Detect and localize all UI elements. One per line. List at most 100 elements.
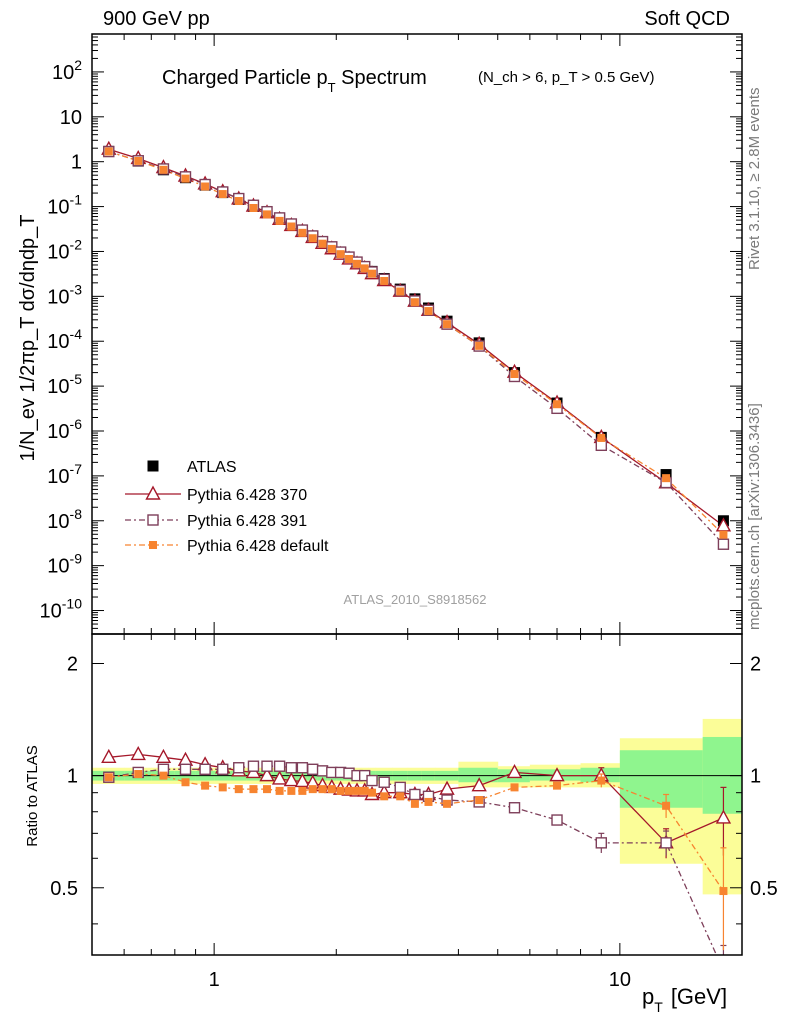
ratio-y-tick-label-right: 2 <box>750 653 761 675</box>
ratio-point-Pythia-6-428-391 <box>179 763 192 775</box>
ratio-point-Pythia-6-428-391 <box>285 762 298 774</box>
header-left: 900 GeV pp <box>103 8 210 30</box>
ratio-point-Pythia-6-428-370 <box>155 748 172 764</box>
main-point-Pythia-6-428-default <box>380 276 389 285</box>
ratio-point-Pythia-6-428-391 <box>660 837 672 849</box>
ratio-point-Pythia-6-428-391 <box>316 765 329 777</box>
ratio-point-Pythia-6-428-default <box>298 786 307 795</box>
y-tick-label: 10-3 <box>47 281 82 308</box>
main-point-Pythia-6-428-default <box>201 182 210 191</box>
ratio-point-Pythia-6-428-391 <box>394 781 406 794</box>
ratio-point-Pythia-6-428-370 <box>259 767 275 782</box>
ratio-point-Pythia-6-428-default <box>424 797 433 806</box>
ratio-point-Pythia-6-428-default <box>275 786 284 795</box>
ratio-point-Pythia-6-428-default <box>336 786 345 795</box>
main-point-Pythia-6-428-default <box>410 298 419 307</box>
legend-marker <box>147 514 159 526</box>
ratio-point-Pythia-6-428-391 <box>508 802 521 814</box>
ratio-point-Pythia-6-428-370 <box>101 748 117 764</box>
ratio-point-Pythia-6-428-default <box>368 788 377 797</box>
main-point-Pythia-6-428-default <box>234 197 243 206</box>
main-point-Pythia-6-428-default <box>396 287 405 296</box>
y-tick-label: 1 <box>71 152 82 174</box>
ratio-point-Pythia-6-428-391 <box>296 762 309 774</box>
y-tick-label: 10-7 <box>47 461 82 488</box>
ratio-y-tick-label: 1 <box>67 766 78 788</box>
main-point-Pythia-6-428-default <box>298 228 307 237</box>
ratio-point-Pythia-6-428-default <box>345 786 354 795</box>
main-point-Pythia-6-428-default <box>249 203 258 212</box>
ratio-point-Pythia-6-428-391 <box>378 776 390 788</box>
main-line-Pythia-6-428-default <box>108 150 724 536</box>
ratio-point-Pythia-6-428-default <box>475 796 484 805</box>
ratio-point-Pythia-6-428-default <box>234 785 243 794</box>
main-point-Pythia-6-428-default <box>368 269 377 278</box>
legend-label: Pythia 6.428 391 <box>187 513 307 530</box>
ratio-y-title: Ratio to ATLAS <box>24 745 41 846</box>
ratio-point-Pythia-6-428-default <box>662 801 671 810</box>
ratio-point-Pythia-6-428-391 <box>307 763 319 775</box>
ratio-point-Pythia-6-428-default <box>308 785 317 794</box>
ratio-point-Pythia-6-428-370 <box>294 772 311 788</box>
main-point-Pythia-6-428-default <box>345 254 354 263</box>
main-point-Pythia-6-428-default <box>134 156 143 165</box>
ratio-point-Pythia-6-428-370 <box>283 772 300 787</box>
main-point-Pythia-6-428-default <box>510 370 519 379</box>
main-point-Pythia-6-428-default <box>662 474 671 483</box>
ratio-point-Pythia-6-428-391 <box>551 814 563 826</box>
ratio-point-Pythia-6-428-391 <box>233 762 245 774</box>
main-point-Pythia-6-428-default <box>553 400 562 409</box>
ratio-point-Pythia-6-428-default <box>380 792 389 801</box>
main-point-Pythia-6-428-default <box>218 190 227 199</box>
watermark: ATLAS_2010_S8918562 <box>344 592 487 607</box>
chart-title: Charged Particle pT Spectrum <box>162 67 427 95</box>
ratio-point-Pythia-6-428-391 <box>247 760 260 772</box>
ratio-point-Pythia-6-428-370 <box>549 767 565 782</box>
legend-marker <box>145 485 161 500</box>
ratio-point-Pythia-6-428-370 <box>439 780 455 795</box>
ratio-point-Pythia-6-428-default <box>104 773 113 782</box>
main-point-Pythia-6-428-default <box>360 264 369 273</box>
ratio-band-green <box>619 750 704 808</box>
main-point-Pythia-6-428-default <box>159 165 168 174</box>
ratio-point-Pythia-6-428-default <box>287 786 296 795</box>
main-point-Pythia-6-428-default <box>475 341 484 350</box>
main-point-Pythia-6-428-default <box>263 210 272 219</box>
ratio-point-Pythia-6-428-default <box>353 786 362 795</box>
header-right: Soft QCD <box>644 8 730 30</box>
ratio-point-Pythia-6-428-default <box>318 785 327 794</box>
y-tick-label: 102 <box>52 57 82 84</box>
ratio-point-Pythia-6-428-391 <box>409 788 421 801</box>
legend-label: Pythia 6.428 default <box>187 538 329 555</box>
y-tick-label: 10 <box>60 107 82 129</box>
ratio-point-Pythia-6-428-391 <box>273 760 286 772</box>
y-tick-label: 10-8 <box>47 506 82 533</box>
ratio-point-Pythia-6-428-default <box>159 771 168 780</box>
x-tick-label: 10 <box>609 969 631 991</box>
ratio-point-Pythia-6-428-default <box>263 785 272 794</box>
main-point-Pythia-6-428-default <box>104 147 113 156</box>
main-point-Pythia-6-428-default <box>181 174 190 183</box>
main-point-Pythia-6-428-default <box>308 234 317 243</box>
ratio-point-Pythia-6-428-default <box>719 887 728 896</box>
ratio-point-Pythia-6-428-391 <box>595 837 607 849</box>
ratio-y-tick-label: 0.5 <box>50 878 78 900</box>
ratio-point-Pythia-6-428-391 <box>217 763 229 775</box>
ratio-point-Pythia-6-428-default <box>443 799 452 808</box>
y-tick-label: 10-1 <box>47 192 82 219</box>
main-point-Pythia-6-428-391 <box>717 538 730 550</box>
ratio-point-Pythia-6-428-370 <box>506 763 523 779</box>
ratio-point-Pythia-6-428-default <box>218 783 227 792</box>
main-point-Pythia-6-428-default <box>443 320 452 329</box>
ratio-point-Pythia-6-428-default <box>201 781 210 790</box>
ratio-band-green <box>458 767 499 783</box>
legend-label: Pythia 6.428 370 <box>187 487 307 504</box>
ratio-point-Pythia-6-428-default <box>249 785 258 794</box>
chart-cuts: (N_ch > 6, p_T > 0.5 GeV) <box>478 69 654 86</box>
legend-label: ATLAS <box>187 459 237 476</box>
y-axis-title: 1/N_ev 1/2πp_T dσ/dηdp_T <box>17 214 39 461</box>
ratio-point-Pythia-6-428-default <box>410 799 419 808</box>
ratio-y-tick-label-right: 0.5 <box>750 878 778 900</box>
y-tick-label: 10-2 <box>47 236 82 263</box>
